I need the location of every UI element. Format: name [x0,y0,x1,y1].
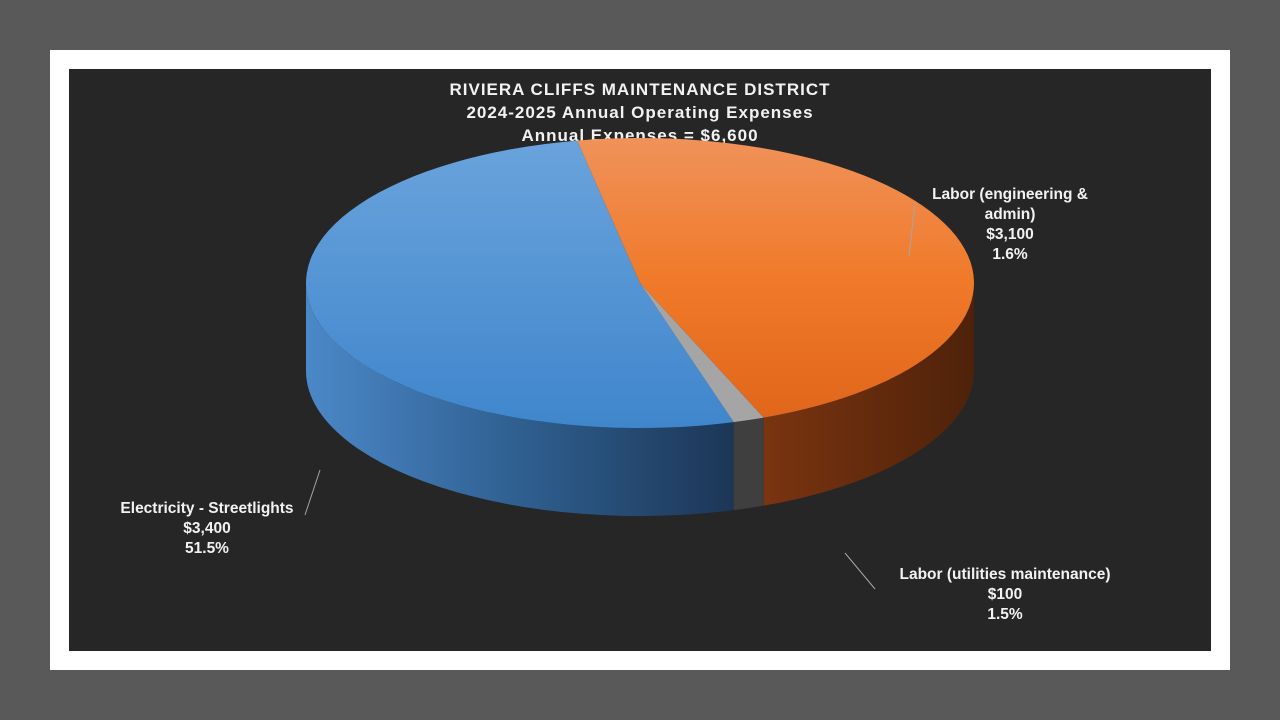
slice-label-text: Labor (utilities maintenance) [899,566,1111,583]
slice-value: $3,400 [183,520,231,537]
slice-utilities-maintenance-leader-line [844,552,876,590]
slice-percent: 1.6% [992,246,1028,263]
slice-value: $3,100 [986,226,1034,243]
slice-electricity [306,140,734,428]
slice-engineering-admin-leader-line [908,202,916,257]
slice-label-electricity: Electricity - Streetlights $3,400 51.5% [107,499,307,559]
slice-label-utilities-maintenance: Labor (utilities maintenance) $100 1.5% [875,565,1135,625]
slice-percent: 51.5% [185,540,229,557]
title-line-2: 2024-2025 Annual Operating Expenses [466,103,814,122]
chart-title: RIVIERA CLIFFS MAINTENANCE DISTRICT 2024… [69,78,1211,147]
slice-percent: 1.5% [987,606,1023,623]
slice-label-text: Labor (engineering & [932,186,1088,203]
pie-chart [304,137,974,590]
slice-utilities-maintenance [640,283,764,423]
slice-value: $100 [987,586,1023,603]
slice-engineering-admin [577,137,974,418]
slice-electricity-leader-line [304,469,321,516]
slice-utilities-maintenance-side [733,417,764,511]
slice-label-text-2: admin) [984,206,1036,223]
title-line-1: RIVIERA CLIFFS MAINTENANCE DISTRICT [449,80,831,99]
slice-label-text: Electricity - Streetlights [120,500,294,517]
slice-label-engineering-admin: Labor (engineering & admin) $3,100 1.6% [915,185,1105,265]
plot-area: RIVIERA CLIFFS MAINTENANCE DISTRICT 2024… [69,69,1211,651]
slice-electricity-side [306,283,734,516]
slice-engineering-admin-side [763,283,974,506]
